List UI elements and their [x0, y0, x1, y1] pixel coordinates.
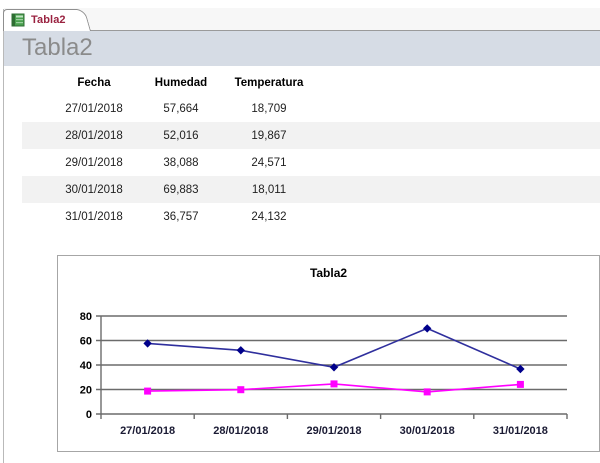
- x-tick-label: 29/01/2018: [306, 425, 361, 437]
- x-tick-label: 28/01/2018: [213, 425, 268, 437]
- cell-temperatura[interactable]: 18,011: [251, 183, 287, 196]
- y-tick-label: 80: [80, 311, 92, 323]
- marker-square: [516, 380, 524, 388]
- object-header-band: Tabla2: [4, 31, 600, 66]
- cell-humedad[interactable]: 57,664: [163, 102, 199, 115]
- y-tick-label: 40: [80, 360, 92, 372]
- series-line-Humedad: [147, 327, 521, 370]
- marker-square: [237, 386, 245, 394]
- table-row: 28/01/2018 52,016 19,867: [22, 122, 600, 149]
- marker-diamond: [423, 324, 432, 333]
- chart-container: 0 20 40 60 80 27/01/2018 28/01/2018 29/01/2018 3…: [57, 255, 600, 452]
- cell-fecha[interactable]: 29/01/2018: [65, 156, 123, 169]
- x-tick-label: 30/01/2018: [400, 425, 455, 437]
- tab-label: Tabla2: [31, 14, 66, 26]
- cell-humedad[interactable]: 52,016: [163, 129, 199, 142]
- cell-humedad[interactable]: 36,757: [163, 210, 199, 223]
- cell-fecha[interactable]: 31/01/2018: [65, 210, 123, 223]
- column-header-temperatura[interactable]: Temperatura: [234, 76, 304, 89]
- marker-diamond: [143, 339, 152, 348]
- marker-diamond: [236, 346, 245, 355]
- cell-temperatura[interactable]: 24,571: [251, 156, 287, 169]
- cell-temperatura[interactable]: 19,867: [251, 129, 287, 142]
- cell-fecha[interactable]: 28/01/2018: [65, 129, 123, 142]
- chart-title: Tabla2: [309, 266, 348, 280]
- datasheet: Fecha Humedad Temperatura 27/01/2018 57,…: [22, 70, 600, 230]
- x-tick-label: 27/01/2018: [120, 425, 175, 437]
- table-row: 31/01/2018 36,757 24,132: [22, 203, 600, 230]
- chart-canvas: 0 20 40 60 80 27/01/2018 28/01/2018 29/01/2018 3…: [80, 311, 568, 437]
- marker-diamond: [329, 363, 339, 372]
- marker-diamond: [516, 364, 525, 374]
- page-title: Tabla2: [22, 34, 93, 61]
- table-row: 30/01/2018 69,883 18,011: [22, 176, 600, 203]
- cell-fecha[interactable]: 30/01/2018: [65, 183, 123, 196]
- pane-left-border: [3, 9, 4, 463]
- cell-humedad[interactable]: 38,088: [163, 156, 199, 169]
- document-tab-bar: [4, 8, 600, 31]
- y-tick-label: 20: [80, 385, 92, 397]
- column-header-fecha[interactable]: Fecha: [77, 76, 111, 89]
- y-tick-label: 0: [86, 409, 92, 421]
- tab-tabla2[interactable]: Tabla2: [3, 9, 77, 31]
- y-tick-label: 60: [80, 336, 92, 348]
- cell-humedad[interactable]: 69,883: [163, 183, 199, 196]
- datasheet-header-row: Fecha Humedad Temperatura: [22, 70, 600, 95]
- table-row: 27/01/2018 57,664 18,709: [22, 95, 600, 122]
- cell-temperatura[interactable]: 18,709: [251, 102, 287, 115]
- x-tick-label: 31/01/2018: [493, 425, 548, 437]
- marker-square: [330, 380, 338, 388]
- marker-square: [144, 387, 152, 395]
- table-icon: [11, 13, 25, 27]
- marker-square: [423, 388, 431, 396]
- cell-fecha[interactable]: 27/01/2018: [65, 102, 123, 115]
- table-row: 29/01/2018 38,088 24,571: [22, 149, 600, 176]
- cell-temperatura[interactable]: 24,132: [251, 210, 287, 223]
- column-header-humedad[interactable]: Humedad: [154, 76, 208, 89]
